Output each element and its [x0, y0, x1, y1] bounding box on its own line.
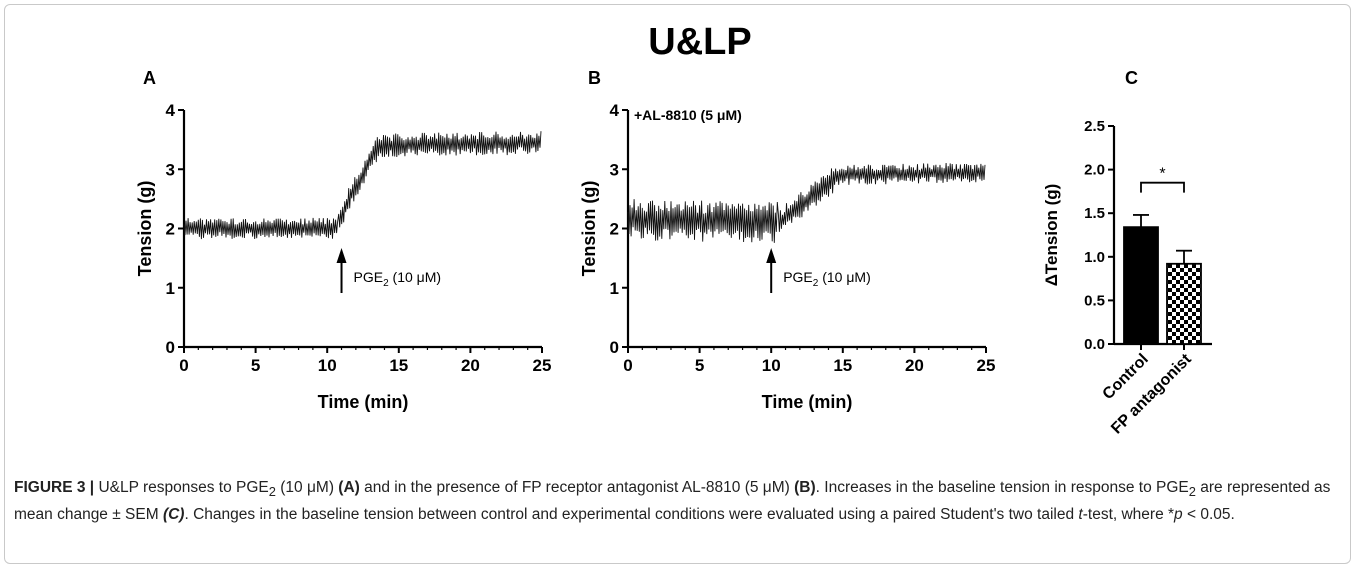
panel-letter: C: [1125, 68, 1138, 88]
bar: [1123, 226, 1159, 345]
panel-b: B 0 1 2 3 4 0 5 10 15 20 25 Time (min) Tension (g) +AL…: [579, 68, 995, 412]
x-tick-label: FP antagonist: [1108, 350, 1195, 437]
x-tick-label: 20: [461, 356, 480, 375]
caption-label: FIGURE 3 |: [14, 479, 95, 496]
panel-a: A 0 1 2 3 4 0 5 10 15 20 25 Time (min) Tension (g) PGE…: [135, 68, 551, 412]
stimulus-arrow-head: [766, 248, 777, 263]
caption-seg4: . Increases in the baseline tension in r…: [815, 479, 1189, 496]
caption-ref-c: (C): [162, 506, 185, 524]
y-tick-label: 3: [610, 160, 619, 179]
caption-sub1: 2: [268, 484, 276, 500]
caption-sub2: 2: [1188, 484, 1196, 500]
caption-seg6: . Changes in the baseline tension betwee…: [184, 506, 1075, 524]
stimulus-arrow-head: [336, 248, 347, 263]
x-axis-label: Time (min): [762, 392, 853, 412]
tension-trace: [627, 162, 986, 243]
x-tick-label: 0: [623, 356, 632, 375]
y-tick-label: 2: [610, 220, 619, 239]
y-axis-label: ΔTension (g): [1042, 184, 1061, 287]
figure-caption: FIGURE 3 | U&LP responses to PGE2 (10 μM…: [14, 476, 1340, 526]
y-tick-label: 0: [166, 338, 175, 357]
significance-bracket: [1140, 181, 1185, 193]
caption-t: t: [1078, 506, 1083, 524]
panel-letter: B: [588, 68, 601, 88]
x-tick-label: 5: [695, 356, 704, 375]
y-axis-label: Tension (g): [579, 181, 599, 277]
y-tick-label: 0.5: [1084, 292, 1105, 309]
significance-star: *: [1159, 166, 1165, 183]
panel-letter: A: [143, 68, 156, 88]
main-title: U&LP: [648, 21, 751, 63]
x-tick-label: 20: [905, 356, 924, 375]
x-tick-label: 15: [833, 356, 852, 375]
caption-ref-a: (A): [338, 479, 360, 496]
caption-seg3: and in the presence of FP receptor antag…: [364, 479, 790, 496]
caption-seg1: U&LP responses to PGE: [98, 479, 269, 496]
x-axis-label: Time (min): [318, 392, 409, 412]
caption-seg8: < 0.05.: [1186, 506, 1235, 524]
x-tick-label: 10: [762, 356, 781, 375]
x-tick-label: 15: [389, 356, 408, 375]
tension-trace: [183, 131, 542, 240]
caption-seg7: -test, where *: [1082, 506, 1175, 524]
y-tick-label: 4: [610, 101, 620, 120]
caption-seg2: (10 μM): [280, 479, 334, 496]
x-tick-label: 10: [318, 356, 337, 375]
y-tick-label: 2.5: [1084, 118, 1105, 135]
x-tick-label: 0: [179, 356, 188, 375]
y-tick-label: 1: [166, 279, 175, 298]
bar: [1166, 262, 1202, 345]
y-tick-label: 2: [166, 220, 175, 239]
y-tick-label: 1.0: [1084, 249, 1105, 266]
caption-seg5: are represented as mean change ± SEM: [14, 479, 1331, 524]
y-tick-label: 4: [166, 101, 176, 120]
caption-p: p: [1174, 506, 1183, 524]
y-tick-label: 0: [610, 338, 619, 357]
x-tick-label: 5: [251, 356, 260, 375]
y-tick-label: 3: [166, 160, 175, 179]
y-tick-label: 1: [610, 279, 619, 298]
inset-label: +AL-8810 (5 μM): [634, 107, 742, 123]
caption-ref-b: (B): [794, 479, 816, 496]
y-tick-label: 1.5: [1084, 205, 1105, 222]
stimulus-label: PGE2 (10 μM): [783, 269, 871, 289]
stimulus-label: PGE2 (10 μM): [354, 269, 442, 289]
figure-frame: [4, 4, 1351, 564]
y-tick-label: 0.0: [1084, 336, 1105, 353]
y-axis-label: Tension (g): [135, 181, 155, 277]
y-tick-label: 2.0: [1084, 162, 1105, 179]
x-tick-label: 25: [977, 356, 996, 375]
x-tick-label: 25: [533, 356, 552, 375]
